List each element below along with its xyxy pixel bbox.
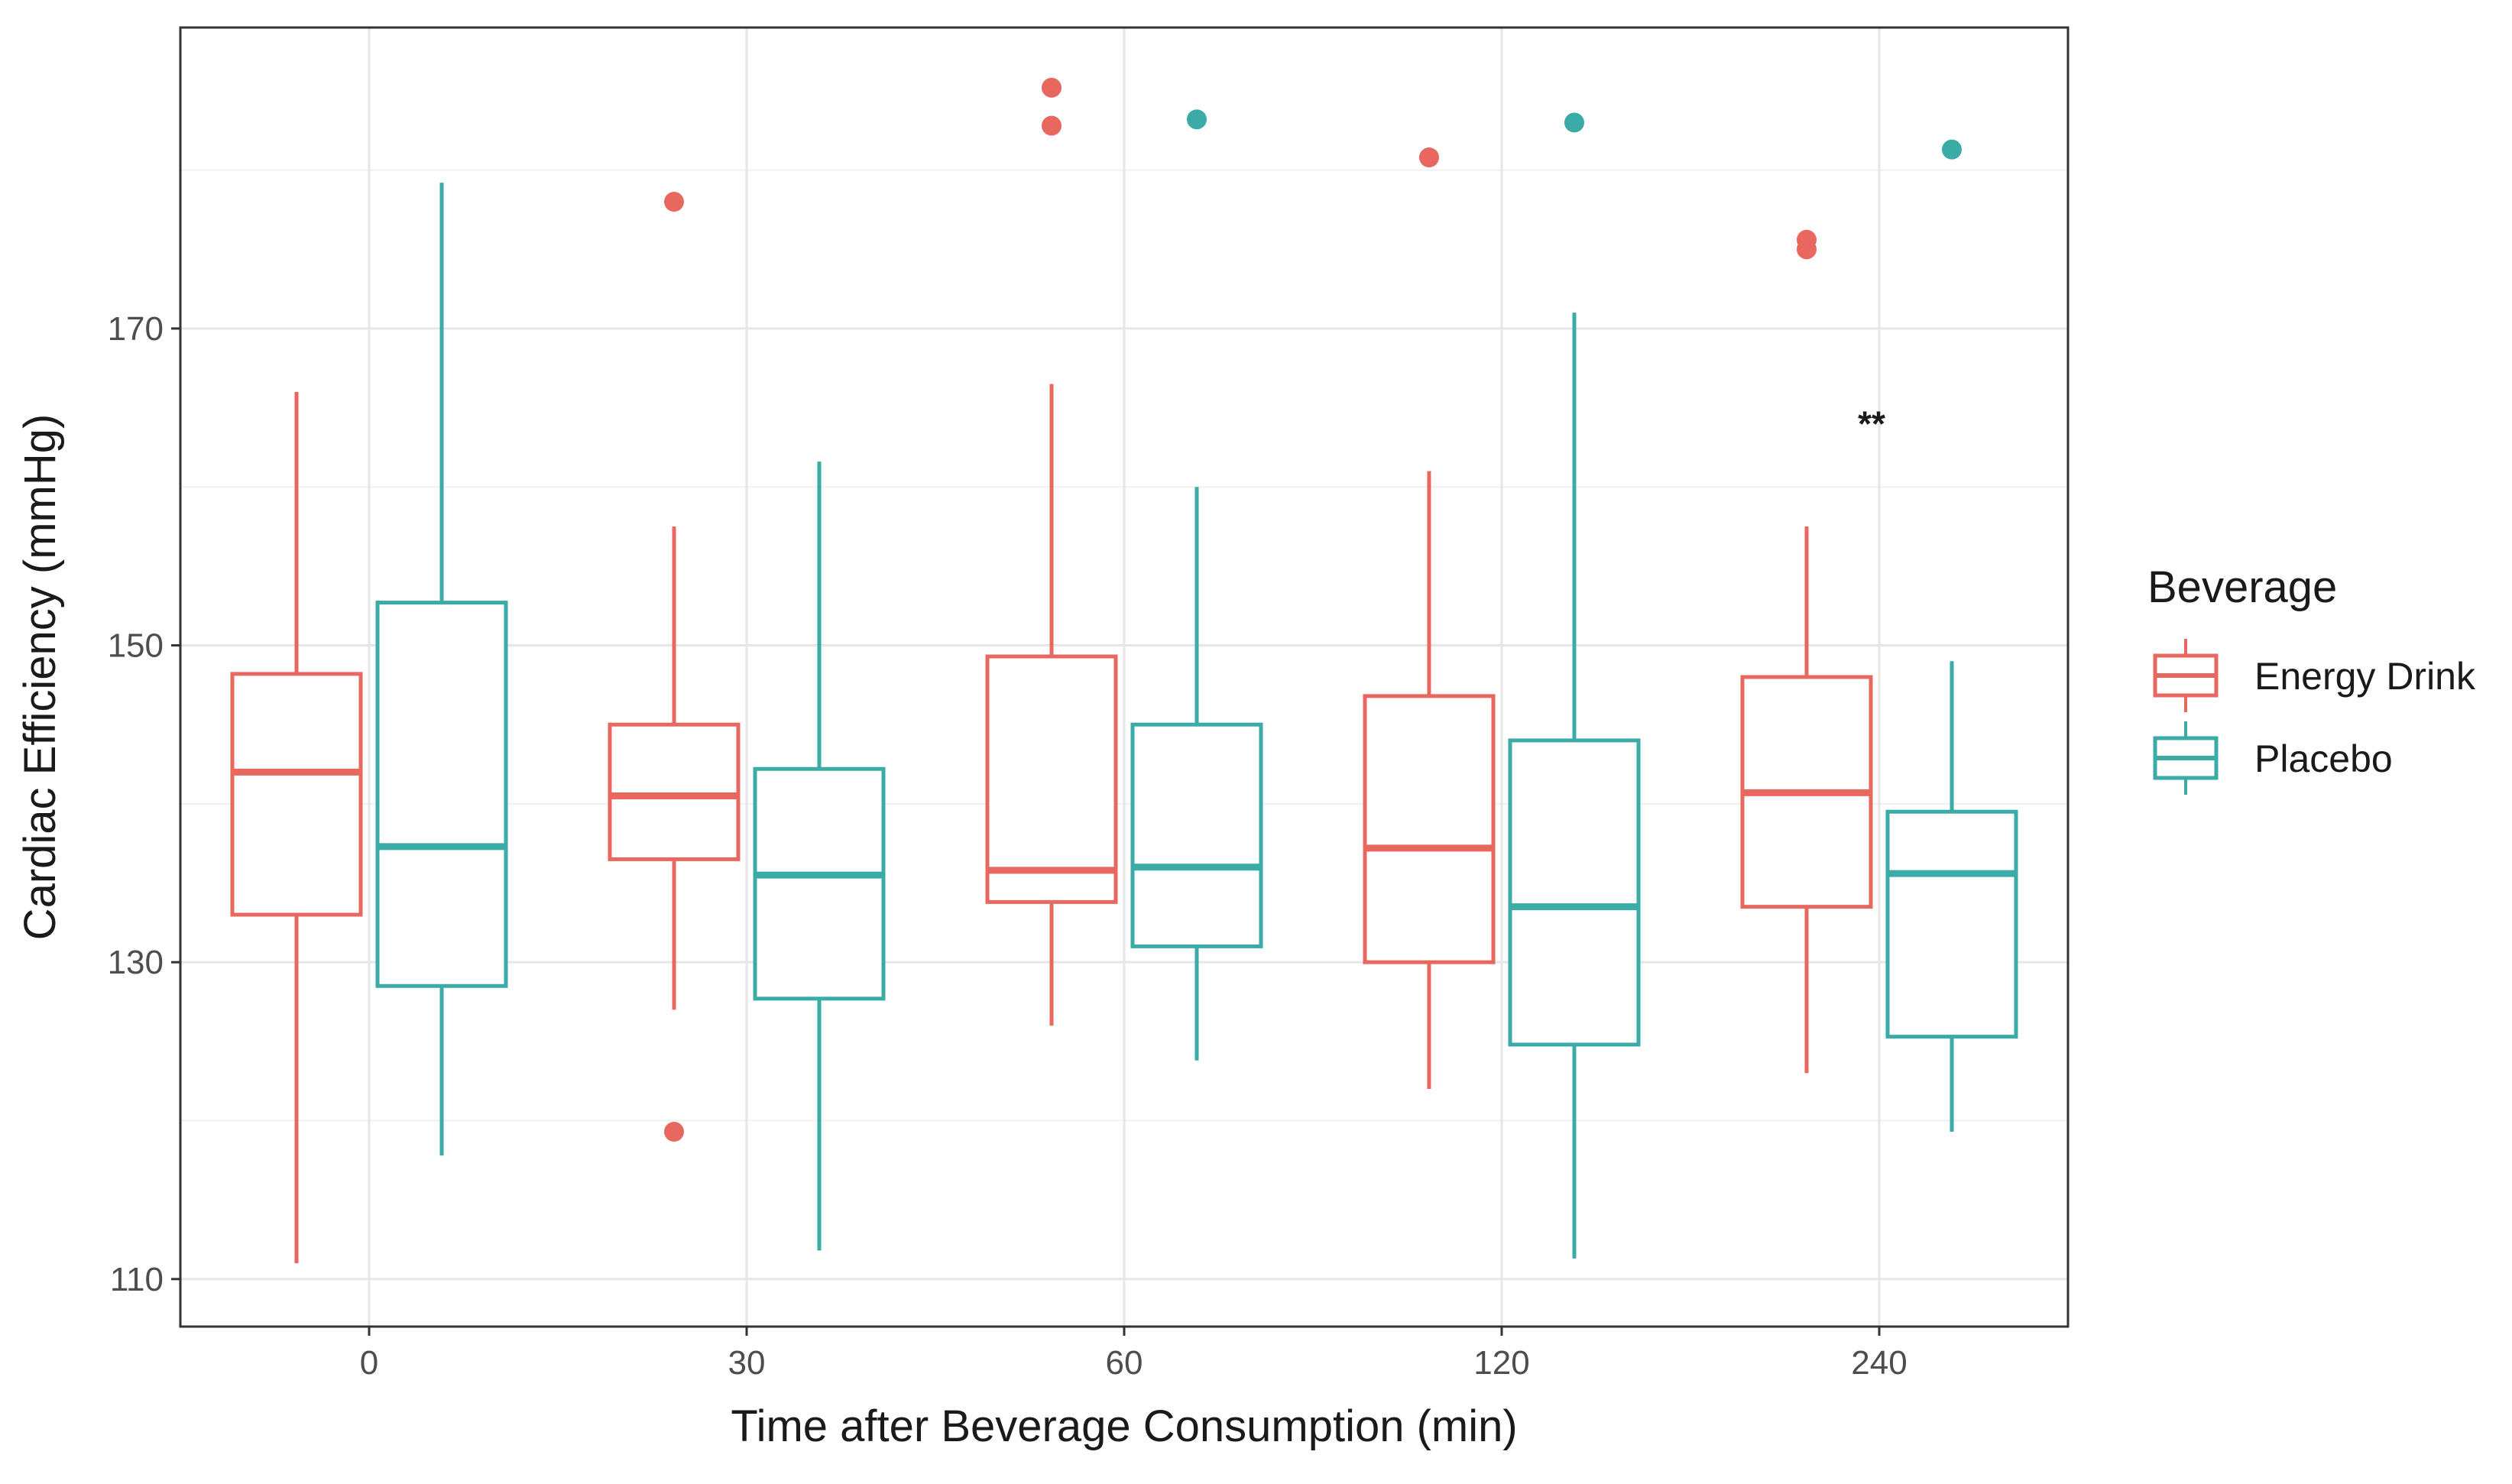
y-tick-label: 110 bbox=[110, 1261, 164, 1298]
x-tick-label: 60 bbox=[1106, 1344, 1143, 1382]
x-axis: 0 30 60 120 240 bbox=[360, 1327, 1907, 1382]
box-energy-drink-30 bbox=[608, 192, 741, 1142]
legend-title: Beverage bbox=[2147, 562, 2337, 612]
box-placebo-120 bbox=[1508, 112, 1641, 1259]
grid-lines bbox=[180, 28, 2068, 1327]
legend-items: Energy Drink Placebo bbox=[2153, 639, 2476, 795]
x-tick-label: 30 bbox=[728, 1344, 766, 1382]
x-tick-label: 240 bbox=[1851, 1344, 1907, 1382]
legend-label: Placebo bbox=[2254, 737, 2393, 780]
box-energy-drink-120 bbox=[1363, 147, 1496, 1090]
y-axis-title: Cardiac Efficiency (mmHg) bbox=[15, 414, 65, 941]
box-iqr bbox=[985, 654, 1118, 904]
box-placebo-60 bbox=[1130, 109, 1263, 1061]
outlier-point bbox=[1042, 115, 1062, 136]
box-iqr bbox=[1885, 809, 2018, 1039]
y-tick-label: 150 bbox=[108, 627, 164, 665]
outlier-point bbox=[1187, 109, 1207, 130]
outlier-point bbox=[1564, 112, 1584, 133]
y-tick-label: 130 bbox=[108, 944, 164, 981]
outlier-point bbox=[1042, 77, 1062, 98]
x-tick-label: 0 bbox=[360, 1344, 378, 1382]
outlier-point bbox=[1797, 239, 1817, 260]
outlier-point bbox=[1942, 139, 1962, 160]
legend: Beverage Energy Drink Placebo bbox=[2147, 562, 2476, 795]
box-groups bbox=[230, 77, 2018, 1264]
box-placebo-30 bbox=[753, 462, 886, 1251]
box-energy-drink-0 bbox=[230, 391, 363, 1264]
box-iqr bbox=[1363, 694, 1496, 964]
box-placebo-0 bbox=[375, 183, 508, 1156]
box-iqr bbox=[375, 601, 508, 988]
box-iqr bbox=[1130, 722, 1263, 948]
box-iqr bbox=[1508, 738, 1641, 1047]
box-energy-drink-240 bbox=[1740, 229, 1873, 1074]
legend-label: Energy Drink bbox=[2254, 655, 2476, 698]
outlier-point bbox=[664, 1122, 684, 1142]
y-axis: 110 130 150 170 bbox=[108, 310, 180, 1298]
box-iqr bbox=[753, 766, 886, 1001]
box-placebo-240 bbox=[1885, 139, 2018, 1132]
outlier-point bbox=[1419, 147, 1439, 167]
legend-item-energy-drink: Energy Drink bbox=[2153, 639, 2476, 712]
outlier-point bbox=[664, 192, 684, 212]
x-axis-title: Time after Beverage Consumption (min) bbox=[731, 1401, 1517, 1451]
significance-annotation: ** bbox=[1858, 403, 1885, 443]
y-tick-label: 170 bbox=[108, 310, 164, 348]
box-iqr bbox=[230, 672, 363, 917]
x-tick-label: 120 bbox=[1473, 1344, 1529, 1382]
box-energy-drink-60 bbox=[985, 77, 1118, 1026]
box-iqr bbox=[608, 722, 741, 861]
legend-item-placebo: Placebo bbox=[2153, 721, 2393, 795]
